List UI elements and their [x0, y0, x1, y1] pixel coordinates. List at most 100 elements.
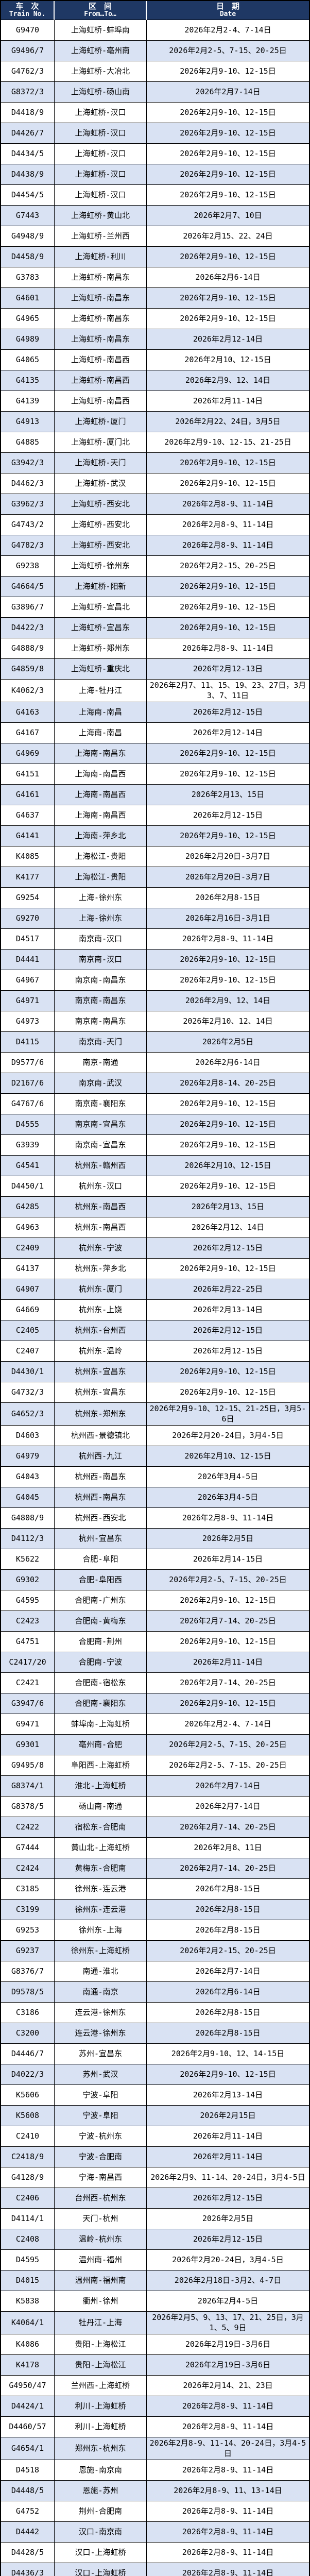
- route-cell: 汉口-上海虹桥: [55, 2563, 147, 2576]
- train-no-cell: C2422: [1, 1817, 55, 1838]
- train-no-cell: D4015: [1, 2270, 55, 2292]
- date-cell: 2026年2月5日: [147, 2209, 309, 2230]
- date-cell: 2026年2月9-10、12-15日: [147, 247, 309, 268]
- date-cell: 2026年2月9-10、12-15日: [147, 123, 309, 144]
- train-no-cell: G4137: [1, 1259, 55, 1280]
- route-cell: 合肥南-黄梅东: [55, 1611, 147, 1632]
- route-cell: 台州西-杭州东: [55, 2188, 147, 2209]
- table-row: G8376/7 南通-淮北 2026年2月7-14日: [1, 1961, 309, 1982]
- route-cell: 合肥-阜阳: [55, 1549, 147, 1570]
- route-cell: 上海虹桥-厦门北: [55, 432, 147, 453]
- date-cell: 2026年2月12-15日: [147, 805, 309, 826]
- table-row: G4859/8 上海虹桥-重庆北 2026年2月12-13日: [1, 659, 309, 680]
- route-cell: 宁波-杭州东: [55, 2126, 147, 2147]
- route-cell: 合肥南-宁波: [55, 1652, 147, 1673]
- table-row: G4045 杭州西-南昌东 2026年3月4-5日: [1, 1487, 309, 1509]
- table-row: G4751 合肥南-荆州 2026年2月9-10、12-15日: [1, 1632, 309, 1653]
- route-cell: 南京南-武汉: [55, 1073, 147, 1094]
- date-cell: 2026年2月8-15日: [147, 2003, 309, 2024]
- train-no-cell: D4114/1: [1, 2209, 55, 2230]
- train-no-cell: G9270: [1, 908, 55, 929]
- table-row: G9270 上海-徐州东 2026年2月16日-3月1日: [1, 908, 309, 929]
- route-cell: 杭州东-萍乡北: [55, 1259, 147, 1280]
- date-cell: 2026年2月9-10、12-15日: [147, 1259, 309, 1280]
- date-cell: 2026年2月9-10、12-15日: [147, 1590, 309, 1612]
- date-cell: 2026年2月12-15日: [147, 2229, 309, 2250]
- train-no-cell: D4603: [1, 1426, 55, 1447]
- train-no-cell: G4762/3: [1, 61, 55, 82]
- table-row: C2405 杭州东-台州西 2026年2月12-15日: [1, 1320, 309, 1342]
- table-row: G4652/3 杭州东-郑州东 2026年2月9-10、12-15、21-25日，3…: [1, 1403, 309, 1426]
- date-cell: 2026年2月7、11、15、19、23、27日，3月3、7、11日: [147, 680, 309, 703]
- train-no-cell: G4045: [1, 1487, 55, 1509]
- date-cell: 2026年2月2-5、7-15、20-25日: [147, 1735, 309, 1756]
- route-cell: 恩施-苏州: [55, 2481, 147, 2502]
- date-cell: 2026年2月8-9、11-14、20-24日，3月4-5日: [147, 2437, 309, 2461]
- table-row: G4141 上海南-萍乡北 2026年2月9-10、12-15日: [1, 826, 309, 847]
- table-row: D4518 恩施-南京南 2026年2月8-9、11-14日: [1, 2460, 309, 2481]
- route-cell: 上海虹桥-厦门: [55, 412, 147, 433]
- table-row: G9495/8 阜阳西-上海虹桥 2026年2月2-5、7-15、20-25日: [1, 1755, 309, 1776]
- train-no-cell: C2424: [1, 1858, 55, 1879]
- route-cell: 上海南-南昌: [55, 702, 147, 723]
- table-row: K4085 上海松江-贵阳 2026年2月20日-3月7日: [1, 846, 309, 868]
- date-cell: 2026年2月9、12、14日: [147, 991, 309, 1012]
- train-no-cell: G4808/9: [1, 1508, 55, 1529]
- date-cell: 2026年2月8-9、11-14日: [147, 1508, 309, 1529]
- table-row: G4969 上海南-南昌东 2026年2月9-10、12-15日: [1, 743, 309, 765]
- date-cell: 2026年2月9-10、12-15日: [147, 764, 309, 785]
- date-cell: 2026年2月9-10、12-15日: [147, 1114, 309, 1136]
- train-no-cell: G7443: [1, 206, 55, 227]
- table-row: D4430/1 杭州东-宜昌东 2026年2月9-10、12-15日: [1, 1362, 309, 1383]
- table-row: D4450/1 杭州东-汉口 2026年2月9-10、12-15日: [1, 1176, 309, 1197]
- table-row: G4135 上海虹桥-南昌西 2026年2月9、12、14日: [1, 370, 309, 392]
- route-cell: 砀山南-南通: [55, 1797, 147, 1818]
- train-no-cell: G4979: [1, 1446, 55, 1467]
- table-row: D4426/7 上海虹桥-汉口 2026年2月9-10、12-15日: [1, 123, 309, 144]
- train-no-cell: G4541: [1, 1156, 55, 1177]
- date-cell: 2026年2月7-14、20-25日: [147, 1858, 309, 1879]
- route-cell: 利川-上海虹桥: [55, 2417, 147, 2438]
- table-row: D4422/3 上海虹桥-宜昌东 2026年2月9-10、12-15日: [1, 618, 309, 639]
- table-row: G4885 上海虹桥-厦门北 2026年2月9-10、12-15、21-25日: [1, 432, 309, 453]
- train-no-cell: G9496/7: [1, 41, 55, 62]
- route-cell: 上海虹桥-兰州西: [55, 226, 147, 247]
- table-row: C2421 合肥南-宿松东 2026年2月7-14、20-25日: [1, 1673, 309, 1694]
- train-no-cell: G4637: [1, 805, 55, 826]
- table-row: G9238 上海虹桥-徐州东 2026年2月2-15、20-25日: [1, 556, 309, 577]
- table-row: C2424 黄梅东-合肥南 2026年2月7-14、20-25日: [1, 1858, 309, 1879]
- table-row: G4888/9 上海虹桥-郑州东 2026年2月8-9、11-14日: [1, 638, 309, 659]
- table-row: G4963 杭州东-南昌西 2026年2月12、14日: [1, 1217, 309, 1239]
- table-row: G4043 杭州西-南昌东 2026年3月4-5日: [1, 1467, 309, 1488]
- date-cell: 2026年2月9-10、12-15日: [147, 1693, 309, 1715]
- train-no-cell: G4752: [1, 2501, 55, 2522]
- route-cell: 合肥南-襄阳东: [55, 1693, 147, 1715]
- train-no-cell: G4601: [1, 288, 55, 309]
- train-no-cell: G4767/6: [1, 1094, 55, 1115]
- table-row: K4178 贵阳-上海松江 2026年2月19日-3月6日: [1, 2355, 309, 2376]
- date-cell: 2026年2月9-10、12-15日: [147, 618, 309, 639]
- date-cell: 2026年2月9-10、12-15日: [147, 473, 309, 495]
- route-cell: 上海虹桥-汉口: [55, 164, 147, 185]
- date-cell: 2026年2月8-15日: [147, 1879, 309, 1900]
- date-cell: 2026年2月8-9、11-14日: [147, 2563, 309, 2576]
- date-cell: 2026年2月9-10、12-15日: [147, 1094, 309, 1115]
- train-no-cell: K4178: [1, 2355, 55, 2376]
- table-row: D4446/7 苏州-宜昌东 2026年2月9-10、12、14-15日: [1, 2044, 309, 2065]
- table-row: G4989 上海虹桥-南昌东 2026年2月12-14日: [1, 329, 309, 350]
- route-cell: 合肥南-荆州: [55, 1632, 147, 1653]
- route-cell: 黄梅东-合肥南: [55, 1858, 147, 1879]
- table-row: D4441 南京南-汉口 2026年2月9-10、12-15日: [1, 950, 309, 971]
- train-no-cell: G4654/1: [1, 2437, 55, 2461]
- date-cell: 2026年2月7-14日: [147, 82, 309, 103]
- date-cell: 2026年2月9-10、12-15日: [147, 103, 309, 124]
- table-row: G4752 荆州-合肥南 2026年2月8-9、11-14日: [1, 2501, 309, 2522]
- train-no-cell: G4128/9: [1, 2167, 55, 2189]
- route-cell: 宁波-阜阳: [55, 2085, 147, 2106]
- date-cell: 2026年2月9-10、12-15日: [147, 453, 309, 474]
- date-cell: 2026年2月9-10、12-15日: [147, 164, 309, 185]
- table-row: G4595 合肥南-广州东 2026年2月9-10、12-15日: [1, 1590, 309, 1612]
- date-cell: 2026年2月9-10、12-15日: [147, 309, 309, 330]
- date-cell: 2026年2月9-10、12-15日: [147, 1176, 309, 1197]
- train-no-cell: G3947/6: [1, 1693, 55, 1715]
